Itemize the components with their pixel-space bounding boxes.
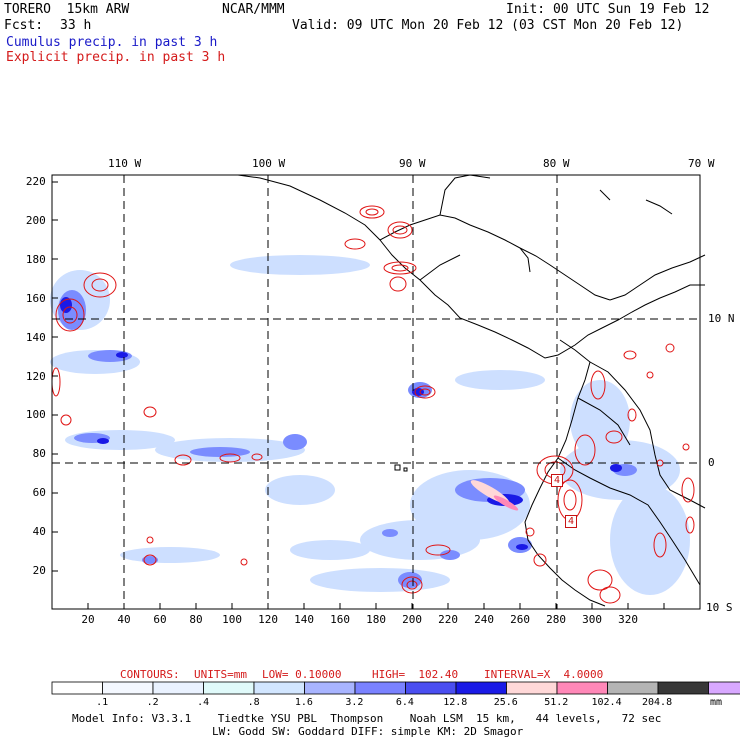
y-tick-label: 220 [25,175,46,188]
cumulus-legend: Cumulus precip. in past 3 h [6,35,218,50]
valid-time: Valid: 09 UTC Mon 20 Feb 12 (03 CST Mon … [292,18,684,33]
x-tick-label: 160 [330,613,350,626]
y-tick-label: 200 [25,213,46,227]
colorbar-tick-label: .1 [96,697,109,708]
lon-label-70w: 70 W [688,157,715,170]
x-tick-label: 140 [294,613,314,626]
x-tick-label: 240 [474,613,494,626]
lon-label-110w: 110 W [108,157,142,170]
colorbar-swatch [253,681,305,695]
lat-label-10s: 10 S [706,601,733,614]
colorbar-swatch [506,681,558,695]
contours-interval: INTERVAL=X 4.0000 [484,668,604,681]
colorbar-swatch [455,681,507,695]
x-tick-label: 260 [510,613,530,626]
contours-high: HIGH= 102.40 [372,668,459,681]
lon-label-90w: 90 W [399,157,426,170]
lat-label-10n: 10 N [708,312,735,325]
colorbar-tick-label: 102.4 [591,697,622,708]
y-tick-label: 40 [32,525,46,539]
contours-units: UNITS=mm [194,668,247,681]
precip-colorbar [51,681,740,695]
x-tick-label: 220 [438,613,458,626]
x-tick-label: 120 [258,613,278,626]
colorbar-swatch [102,681,154,695]
colorbar-tick-label: .4 [197,697,210,708]
colorbar-tick-label: 3.2 [345,697,364,708]
y-tick-label: 60 [32,486,46,500]
colorbar-swatch [657,681,709,695]
forecast-label: Fcst: [4,18,44,33]
colorbar-tick-label: .2 [146,697,159,708]
colorbar-swatch [708,681,740,695]
colorbar-unit: mm [710,697,723,708]
lon-label-80w: 80 W [543,157,570,170]
x-tick-label: 40 [117,613,131,626]
colorbar-swatch [607,681,659,695]
y-tick-label: 160 [25,291,46,305]
cumulus-precip-field [50,255,690,595]
colorbar-swatch [51,681,103,695]
x-tick-label: 320 [618,613,638,626]
colorbar-swatch [354,681,406,695]
x-tick-label: 300 [582,613,602,626]
init-time: Init: 00 UTC Sun 19 Feb 12 [506,2,710,17]
contour-value-label: 4 [551,474,564,487]
y-tick-label: 180 [25,252,46,266]
explicit-legend: Explicit precip. in past 3 h [6,50,226,65]
colorbar-swatch [304,681,356,695]
y-tick-label: 120 [25,369,46,383]
colorbar-tick-label: 1.6 [294,697,313,708]
org-label: NCAR/MMM [222,2,285,17]
axis-ticks [52,181,665,609]
colorbar-tick-label: 12.8 [443,697,468,708]
lat-lon-grid [52,175,700,609]
y-tick-label: 100 [25,408,46,422]
colorbar-tick-label: 6.4 [395,697,414,708]
x-tick-label: 60 [153,613,167,626]
x-tick-label: 20 [81,613,95,626]
forecast-hours: 33 h [60,18,92,33]
x-tick-label: 80 [189,613,203,626]
contours-low: LOW= 0.10000 [262,668,342,681]
model-title: TORERO 15km ARW [4,2,130,17]
lat-label-0: 0 [708,456,715,469]
colorbar-tick-label: 51.2 [544,697,569,708]
contours-heading: CONTOURS: [120,668,180,681]
x-tick-label: 200 [402,613,422,626]
model-info-line2: LW: Godd SW: Goddard DIFF: simple KM: 2D… [212,725,524,738]
contour-value-label: 4 [565,515,578,528]
colorbar-tick-label: .8 [247,697,260,708]
y-tick-label: 20 [32,564,46,577]
x-tick-label: 180 [366,613,386,626]
coastline [237,174,706,607]
colorbar-swatch [203,681,255,695]
colorbar-tick-label: 25.6 [493,697,518,708]
x-tick-label: 280 [546,613,566,626]
lon-label-100w: 100 W [252,157,286,170]
colorbar-tick-label: 204.8 [642,697,673,708]
y-tick-label: 140 [25,330,46,344]
explicit-precip-contours [51,205,695,604]
colorbar-swatch [405,681,457,695]
colorbar-swatch [556,681,608,695]
x-tick-label: 100 [222,613,242,626]
colorbar-swatch [152,681,204,695]
y-tick-label: 80 [32,447,46,461]
model-info-line1: Model Info: V3.3.1 Tiedtke YSU PBL Thomp… [72,712,662,725]
